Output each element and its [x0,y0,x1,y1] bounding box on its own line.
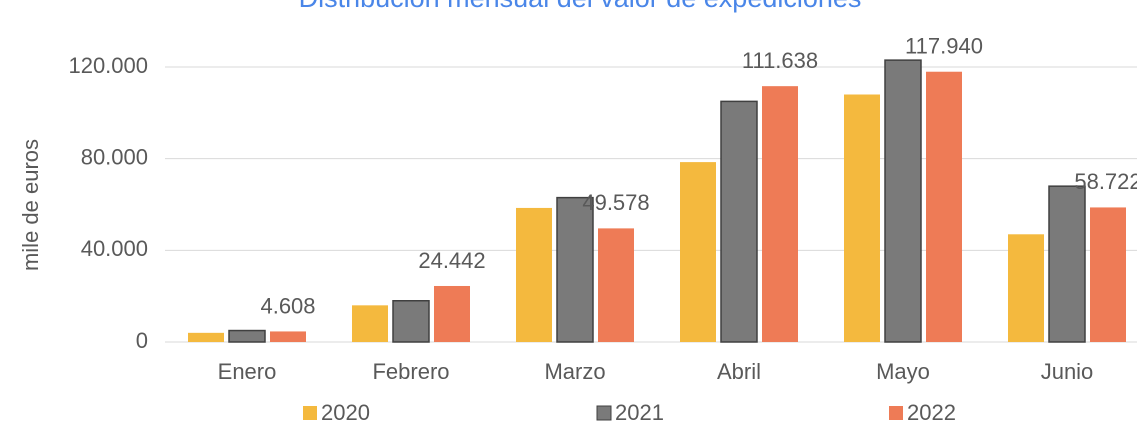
bar [844,94,880,342]
data-label: 49.578 [582,190,649,215]
bar [680,162,716,342]
legend-swatch [303,406,317,420]
y-tick-label: 80.000 [81,144,148,169]
data-label: 24.442 [418,248,485,273]
bar [392,300,430,343]
data-label: 117.940 [905,34,983,59]
bar [228,329,266,343]
x-tick-label: Abril [717,359,761,384]
bar [270,331,306,342]
bar [926,71,962,343]
chart-title: Distribución mensual del valor de expedi… [299,0,862,13]
data-label: 111.638 [742,48,818,73]
bar [762,86,798,342]
data-label: 58.722 [1074,169,1137,194]
legend-swatch [596,405,612,421]
legend-label: 2020 [321,400,370,425]
bar [884,59,922,343]
bar [188,332,224,342]
legend-label: 2021 [615,400,664,425]
x-tick-label: Junio [1041,359,1094,384]
bar [352,305,388,342]
x-tick-label: Mayo [876,359,930,384]
bar [720,100,758,343]
bar [556,196,594,343]
bar [1048,185,1086,343]
bar [434,285,470,342]
legend-swatch [889,406,903,420]
x-tick-label: Marzo [544,359,605,384]
y-tick-label: 40.000 [81,236,148,261]
y-tick-label: 0 [136,328,148,353]
x-tick-label: Febrero [372,359,449,384]
x-tick-label: Enero [218,359,277,384]
data-label: 4.608 [260,293,315,318]
bar [516,207,552,342]
y-axis-label: mile de euros [18,139,43,271]
bar [1090,207,1126,342]
legend-label: 2022 [907,400,956,425]
bar [1008,234,1044,342]
bar [598,228,634,342]
y-tick-label: 120.000 [68,53,148,78]
